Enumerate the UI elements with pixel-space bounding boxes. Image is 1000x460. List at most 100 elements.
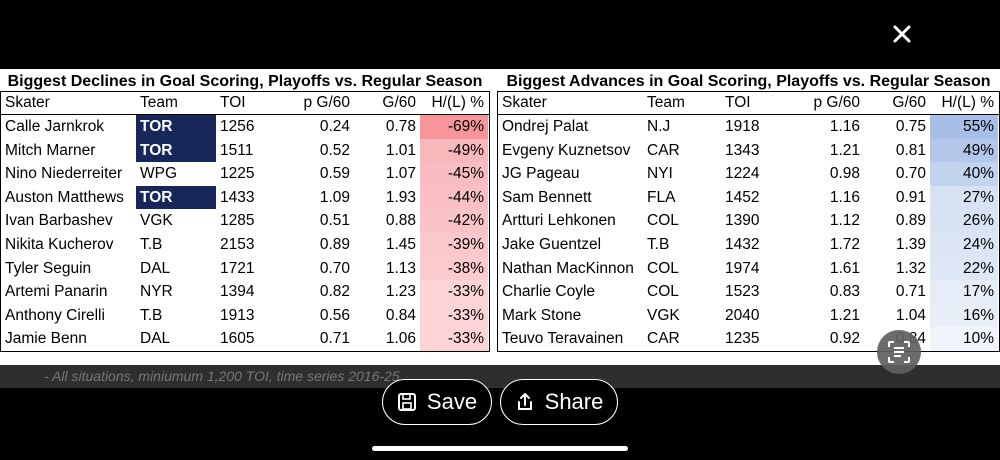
declines-team-cell: DAL (140, 259, 171, 277)
table-row: Artturi Lehkonen COL 1390 1.12 0.89 26% (498, 209, 999, 233)
advances-skater-cell: JG Pageau (502, 165, 580, 183)
table-row: Calle Jarnkrok TOR 1256 0.24 0.78 -69% (1, 115, 489, 139)
declines-hl-cell: -33% (420, 327, 488, 351)
table-row: Nino Niederreiter WPG 1225 0.59 1.07 -45% (1, 162, 489, 186)
declines-skater-cell: Anthony Cirelli (5, 306, 105, 324)
declines-header-cell: p G/60 (303, 94, 350, 111)
declines-table-title: Biggest Declines in Goal Scoring, Playof… (7, 73, 483, 90)
advances-pg60-cell: 1.61 (829, 259, 860, 277)
advances-pg60-cell: 0.83 (829, 283, 860, 301)
declines-skater-cell: Tyler Seguin (5, 259, 92, 277)
declines-g60-cell: 1.93 (385, 188, 416, 206)
declines-pg60-cell: 0.59 (319, 165, 350, 183)
advances-team-cell: CAR (647, 330, 680, 348)
advances-toi-cell: 1224 (725, 165, 760, 183)
table-row: Sam Bennett FLA 1452 1.16 0.91 27% (498, 185, 999, 210)
declines-toi-cell: 2153 (220, 235, 255, 253)
advances-g60-cell: 0.70 (895, 165, 926, 183)
declines-header-cell: G/60 (382, 94, 416, 111)
share-button[interactable]: Share (500, 379, 618, 425)
save-button[interactable]: Save (382, 379, 492, 425)
declines-pg60-cell: 0.56 (319, 306, 350, 324)
advances-team-cell: CAR (647, 141, 680, 159)
table-row: Ivan Barbashev VGK 1285 0.51 0.88 -42% (1, 209, 489, 233)
share-icon (517, 393, 532, 410)
declines-g60-cell: 1.23 (385, 283, 416, 301)
advances-toi-cell: 1235 (725, 330, 760, 348)
declines-header-cell: TOI (220, 94, 246, 111)
declines-header-cell: H/(L) % (431, 94, 484, 111)
declines-skater-cell: Nikita Kucherov (5, 235, 114, 253)
advances-toi-cell: 1343 (725, 141, 760, 159)
declines-team-cell: T.B (140, 235, 163, 253)
table-row: Ondrej Palat N.J 1918 1.16 0.75 55% (498, 115, 999, 139)
declines-g60-cell: 0.78 (385, 118, 416, 135)
advances-header-cell: Skater (502, 94, 547, 111)
table-row: Auston Matthews TOR 1433 1.09 1.93 -44% (1, 185, 489, 210)
advances-toi-cell: 1974 (725, 259, 760, 277)
advances-hl-cell: 10% (930, 327, 998, 351)
close-icon (893, 25, 911, 43)
advances-team-cell: COL (647, 259, 679, 277)
advances-skater-cell: Jake Guentzel (502, 235, 602, 253)
advances-toi-cell: 1390 (725, 212, 760, 230)
advances-pg60-cell: 0.98 (829, 165, 860, 183)
declines-hl-cell: -69% (420, 115, 488, 139)
advances-toi-cell: 1432 (725, 235, 760, 253)
table-row: Evgeny Kuznetsov CAR 1343 1.21 0.81 49% (498, 138, 999, 163)
declines-team-cell: TOR (136, 115, 216, 139)
declines-header-cell: Skater (5, 94, 50, 111)
declines-team-cell: WPG (140, 165, 178, 183)
declines-header-row: Skater Team TOI p G/60 G/60 H/(L) % (1, 92, 489, 115)
declines-g60-cell: 1.45 (385, 235, 416, 253)
declines-table: Biggest Declines in Goal Scoring, Playof… (0, 69, 490, 352)
declines-skater-cell: Ivan Barbashev (5, 212, 113, 230)
declines-hl-cell: -33% (420, 303, 488, 328)
declines-toi-cell: 1721 (220, 259, 255, 277)
advances-skater-cell: Nathan MacKinnon (502, 259, 634, 277)
declines-pg60-cell: 1.09 (319, 188, 350, 206)
advances-hl-cell: 22% (930, 256, 998, 281)
advances-header-cell: TOI (725, 94, 751, 111)
advances-g60-cell: 0.81 (895, 141, 926, 159)
advances-skater-cell: Artturi Lehkonen (502, 212, 616, 230)
declines-header-cell: Team (140, 94, 178, 111)
declines-g60-cell: 0.88 (385, 212, 416, 230)
table-row: Jamie Benn DAL 1605 0.71 1.06 -33% (1, 327, 489, 351)
advances-header-cell: G/60 (892, 94, 926, 111)
declines-toi-cell: 1285 (220, 212, 255, 230)
advances-skater-cell: Evgeny Kuznetsov (502, 141, 631, 159)
text-scan-button[interactable] (877, 330, 921, 374)
home-indicator[interactable] (372, 446, 628, 451)
table-row: Anthony Cirelli T.B 1913 0.56 0.84 -33% (1, 303, 489, 328)
advances-skater-cell: Ondrej Palat (502, 118, 589, 135)
declines-hl-cell: -49% (420, 138, 488, 163)
declines-pg60-cell: 0.51 (319, 212, 350, 230)
advances-g60-cell: 1.04 (895, 306, 926, 324)
declines-pg60-cell: 0.89 (319, 235, 350, 253)
declines-skater-cell: Mitch Marner (5, 141, 96, 159)
declines-toi-cell: 1511 (220, 141, 254, 159)
declines-g60-cell: 1.13 (385, 259, 416, 277)
declines-g60-cell: 1.01 (385, 141, 416, 159)
advances-g60-cell: 0.89 (895, 212, 926, 230)
declines-hl-cell: -44% (420, 185, 488, 210)
advances-g60-cell: 1.32 (895, 259, 926, 277)
declines-skater-cell: Calle Jarnkrok (5, 118, 105, 135)
advances-table-grid: Skater Team TOI p G/60 G/60 H/(L) % Ondrej Pal… (497, 91, 1000, 352)
declines-team-cell: T.B (140, 306, 163, 324)
close-button[interactable] (888, 20, 916, 48)
advances-header-cell: H/(L) % (941, 94, 994, 111)
table-row: Artemi Panarin NYR 1394 0.82 1.23 -33% (1, 280, 489, 304)
declines-toi-cell: 1256 (220, 118, 255, 135)
advances-skater-cell: Mark Stone (502, 306, 582, 324)
advances-skater-cell: Teuvo Teravainen (502, 330, 624, 348)
declines-hl-cell: -38% (420, 256, 488, 281)
advances-pg60-cell: 1.72 (829, 235, 860, 253)
advances-hl-cell: 49% (930, 138, 998, 163)
advances-pg60-cell: 1.21 (829, 306, 860, 324)
table-row: Charlie Coyle COL 1523 0.83 0.71 17% (498, 280, 999, 304)
advances-hl-cell: 16% (930, 303, 998, 328)
advances-pg60-cell: 0.92 (829, 330, 860, 348)
